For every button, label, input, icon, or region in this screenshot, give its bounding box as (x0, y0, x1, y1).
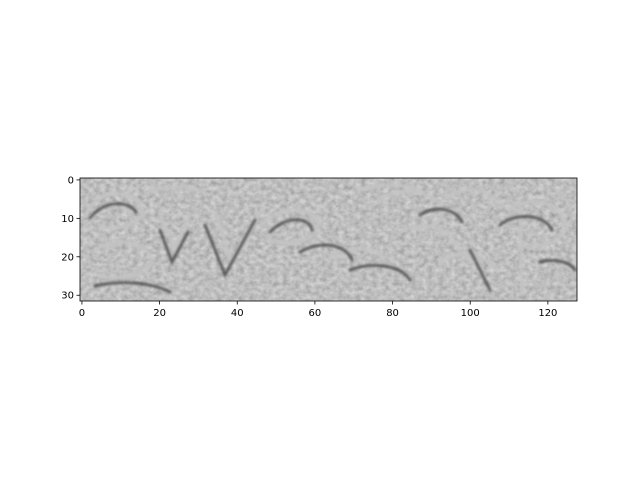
x-tick-label: 80 (386, 308, 399, 319)
x-tick-label: 100 (461, 308, 480, 319)
y-tick-label: 20 (61, 252, 74, 263)
image-noise-background (80, 178, 577, 301)
y-tick-label: 10 (61, 214, 74, 225)
y-tick-label: 0 (68, 175, 74, 186)
x-tick-label: 20 (153, 308, 166, 319)
image-plot-area (80, 178, 577, 301)
x-tick-label: 60 (309, 308, 322, 319)
x-axis: 0 20 40 60 80 100 120 (79, 301, 558, 319)
x-tick-label: 0 (79, 308, 85, 319)
y-tick-label: 30 (61, 291, 74, 302)
x-tick-label: 120 (538, 308, 557, 319)
x-tick-label: 40 (231, 308, 244, 319)
y-axis: 0 10 20 30 (61, 175, 80, 301)
